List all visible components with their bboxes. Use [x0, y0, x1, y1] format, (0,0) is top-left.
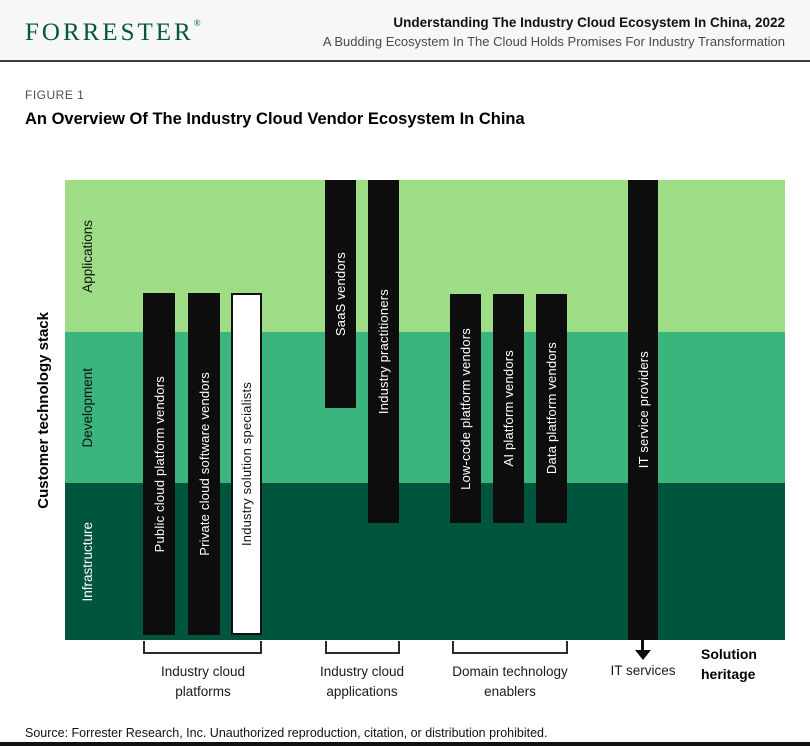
down-arrow-icon: [635, 650, 651, 660]
bar-label: Low-code platform vendors: [458, 327, 473, 490]
y-axis-title: Customer technology stack: [30, 180, 56, 640]
band-label-applications: Applications: [74, 180, 100, 332]
report-subtitle: A Budding Ecosystem In The Cloud Holds P…: [322, 34, 785, 49]
bar-it-service-providers: IT service providers: [628, 180, 658, 640]
group-label-line2: applications: [326, 683, 398, 699]
bar-label: Industry practitioners: [376, 288, 391, 415]
solution-heritage-label: Solution heritage: [701, 644, 801, 685]
group-label-industry-cloud-platforms: Industry cloud platforms: [123, 662, 283, 701]
registered-trademark-icon: ®: [193, 18, 201, 28]
group-label-it-services: IT services: [610, 663, 676, 678]
group-label-industry-cloud-applications: Industry cloud applications: [282, 662, 442, 701]
band-applications: [65, 180, 785, 332]
band-infrastructure: [65, 483, 785, 640]
bar-private-cloud-software-vendors: Private cloud software vendors: [188, 293, 220, 635]
bracket-domain-technology-enablers: [452, 641, 568, 654]
bar-low-code-platform-vendors: Low-code platform vendors: [450, 294, 481, 523]
bar-saas-vendors: SaaS vendors: [325, 180, 356, 408]
figure-title: An Overview Of The Industry Cloud Vendor…: [25, 110, 525, 128]
bar-ai-platform-vendors: AI platform vendors: [493, 294, 524, 523]
y-axis-title-text: Customer technology stack: [34, 311, 52, 509]
bar-label: Public cloud platform vendors: [151, 375, 167, 553]
group-label-domain-technology-enablers: Domain technology enablers: [430, 662, 590, 701]
solution-heritage-line1: Solution: [701, 646, 757, 662]
bar-public-cloud-platform-vendors: Public cloud platform vendors: [143, 293, 175, 635]
bar-label: Private cloud software vendors: [196, 372, 212, 556]
bar-data-platform-vendors: Data platform vendors: [536, 294, 567, 523]
bar-label: SaaS vendors: [333, 251, 348, 337]
footer-bar: [0, 742, 810, 746]
solution-heritage-line2: heritage: [701, 666, 756, 683]
forrester-logo-text: FORRESTER: [25, 19, 194, 46]
bar-label: IT service providers: [635, 351, 651, 469]
band-label-infrastructure-text: Infrastructure: [79, 521, 95, 602]
band-label-applications-text: Applications: [79, 219, 95, 293]
bar-industry-solution-specialists: Industry solution specialists: [231, 293, 262, 635]
source-note: Source: Forrester Research, Inc. Unautho…: [25, 726, 548, 740]
bar-label: Data platform vendors: [544, 342, 559, 475]
band-label-development-text: Development: [79, 367, 95, 448]
group-label-line1: Domain technology: [452, 664, 568, 679]
bracket-industry-cloud-applications: [325, 641, 400, 654]
report-header: FORRESTER® Understanding The Industry Cl…: [0, 0, 810, 60]
band-label-infrastructure: Infrastructure: [74, 483, 100, 640]
header-divider: [0, 60, 810, 62]
stack-diagram: [65, 180, 785, 640]
band-label-development: Development: [74, 332, 100, 483]
bracket-industry-cloud-platforms: [143, 641, 262, 654]
bar-industry-practitioners: Industry practitioners: [368, 180, 399, 523]
bar-label: AI platform vendors: [501, 350, 516, 467]
forrester-logo: FORRESTER®: [25, 18, 201, 47]
report-title: Understanding The Industry Cloud Ecosyst…: [393, 15, 785, 30]
group-label-line1: Industry cloud: [160, 664, 246, 679]
group-label-line2: enablers: [484, 683, 536, 699]
bar-label: Industry solution specialists: [239, 381, 254, 547]
group-label-line1: Industry cloud: [319, 664, 405, 679]
band-development: [65, 332, 785, 483]
group-label-line2: platforms: [175, 683, 231, 699]
figure-label: FIGURE 1: [25, 88, 85, 102]
it-services-arrow-stem: [641, 640, 644, 651]
